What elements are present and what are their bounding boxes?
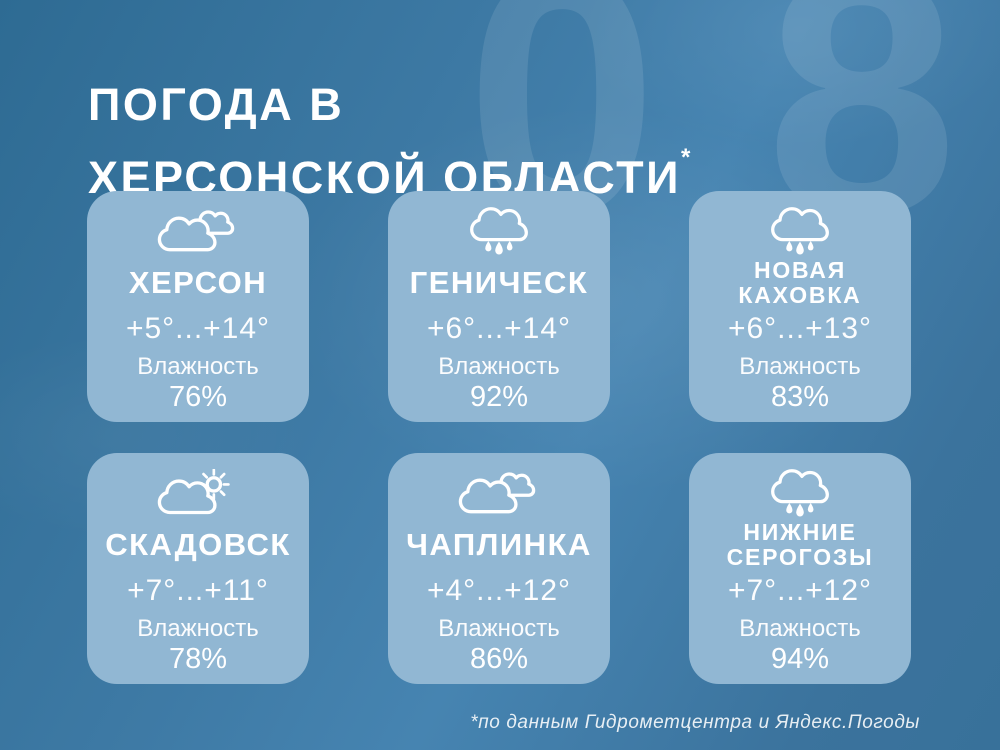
humidity-value: 92% — [469, 381, 529, 413]
footnote-marker: * — [681, 144, 691, 172]
weather-card-kherson: ХЕРСОН +5°...+14° Влажность 76% — [87, 191, 309, 422]
sun-cloud-icon — [157, 469, 230, 515]
rain-cloud-icon — [771, 469, 829, 517]
weather-card-nizhniye-serogozy: НИЖНИЕ СЕРОГОЗЫ +7°...+12° Влажность 94% — [689, 453, 911, 684]
humidity-value: 76% — [168, 381, 228, 413]
temperature-range: +7°...+12° — [727, 574, 873, 607]
humidity-label: Влажность — [438, 615, 560, 642]
temperature-range: +7°...+11° — [127, 574, 269, 607]
humidity-value: 94% — [770, 643, 830, 675]
humidity-label: Влажность — [137, 353, 259, 380]
weather-card-skadovsk: СКАДОВСК +7°...+11° Влажность 78% — [87, 453, 309, 684]
temperature-range: +4°...+12° — [426, 574, 572, 607]
rain-cloud-icon — [771, 207, 829, 255]
temperature-range: +6°...+13° — [727, 312, 873, 345]
weather-cards-grid: ХЕРСОН +5°...+14° Влажность 76% ГЕНИЧЕСК… — [87, 191, 911, 684]
city-name: ГЕНИЧЕСК — [409, 265, 589, 301]
temperature-range: +5°...+14° — [125, 312, 271, 345]
humidity-label: Влажность — [739, 615, 861, 642]
weather-card-novaya-kakhovka: НОВАЯ КАХОВКА +6°...+13° Влажность 83% — [689, 191, 911, 422]
humidity-label: Влажность — [137, 615, 259, 642]
title-line1: ПОГОДА В — [88, 79, 345, 131]
clouds-icon — [157, 210, 235, 252]
temperature-range: +6°...+14° — [426, 312, 572, 345]
city-name: НОВАЯ КАХОВКА — [738, 257, 862, 308]
page-title: ПОГОДА В ХЕРСОНСКОЙ ОБЛАСТИ* — [88, 78, 690, 204]
rain-cloud-icon — [470, 207, 528, 255]
city-name: СКАДОВСК — [105, 527, 291, 563]
humidity-label: Влажность — [438, 353, 560, 380]
weather-card-chaplynka: ЧАПЛИНКА +4°...+12° Влажность 86% — [388, 453, 610, 684]
city-name: ХЕРСОН — [128, 265, 268, 301]
humidity-value: 78% — [168, 643, 228, 675]
humidity-label: Влажность — [739, 353, 861, 380]
city-name: НИЖНИЕ СЕРОГОЗЫ — [726, 519, 874, 570]
clouds-icon — [458, 472, 536, 514]
source-footnote: *по данным Гидрометцентра и Яндекс.Погод… — [470, 712, 920, 733]
city-name: ЧАПЛИНКА — [406, 527, 592, 563]
humidity-value: 83% — [770, 381, 830, 413]
weather-card-genichesk: ГЕНИЧЕСК +6°...+14° Влажность 92% — [388, 191, 610, 422]
humidity-value: 86% — [469, 643, 529, 675]
